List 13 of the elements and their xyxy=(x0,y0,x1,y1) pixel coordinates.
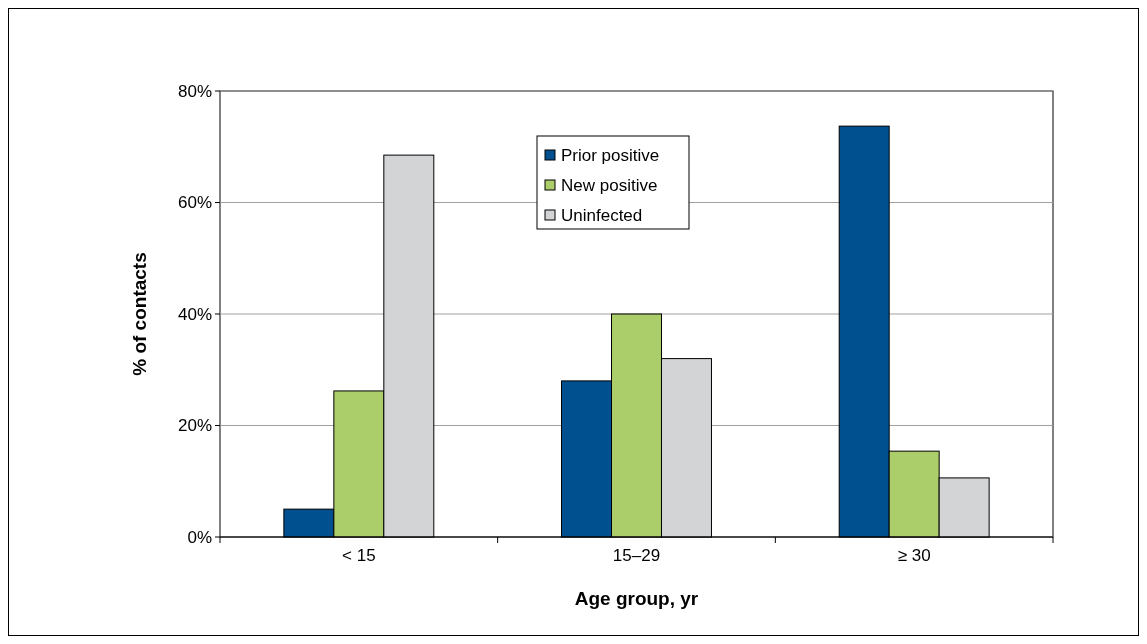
y-tick-label: 0% xyxy=(187,527,212,547)
y-tick-label: 60% xyxy=(177,193,212,213)
x-tick-label: ≥ 30 xyxy=(897,546,931,565)
legend-label: New positive xyxy=(561,175,658,195)
legend-label: Uninfected xyxy=(561,205,643,225)
x-tick-label: 15–29 xyxy=(612,546,661,565)
legend-label: Prior positive xyxy=(561,145,660,165)
x-axis-title: Age group, yr xyxy=(574,588,699,609)
y-tick-label: 80% xyxy=(177,81,212,101)
y-tick-label: 20% xyxy=(177,416,212,436)
y-axis-title: % of contacts xyxy=(129,252,150,376)
x-tick-label: < 15 xyxy=(342,546,376,565)
y-tick-label: 40% xyxy=(177,304,212,324)
